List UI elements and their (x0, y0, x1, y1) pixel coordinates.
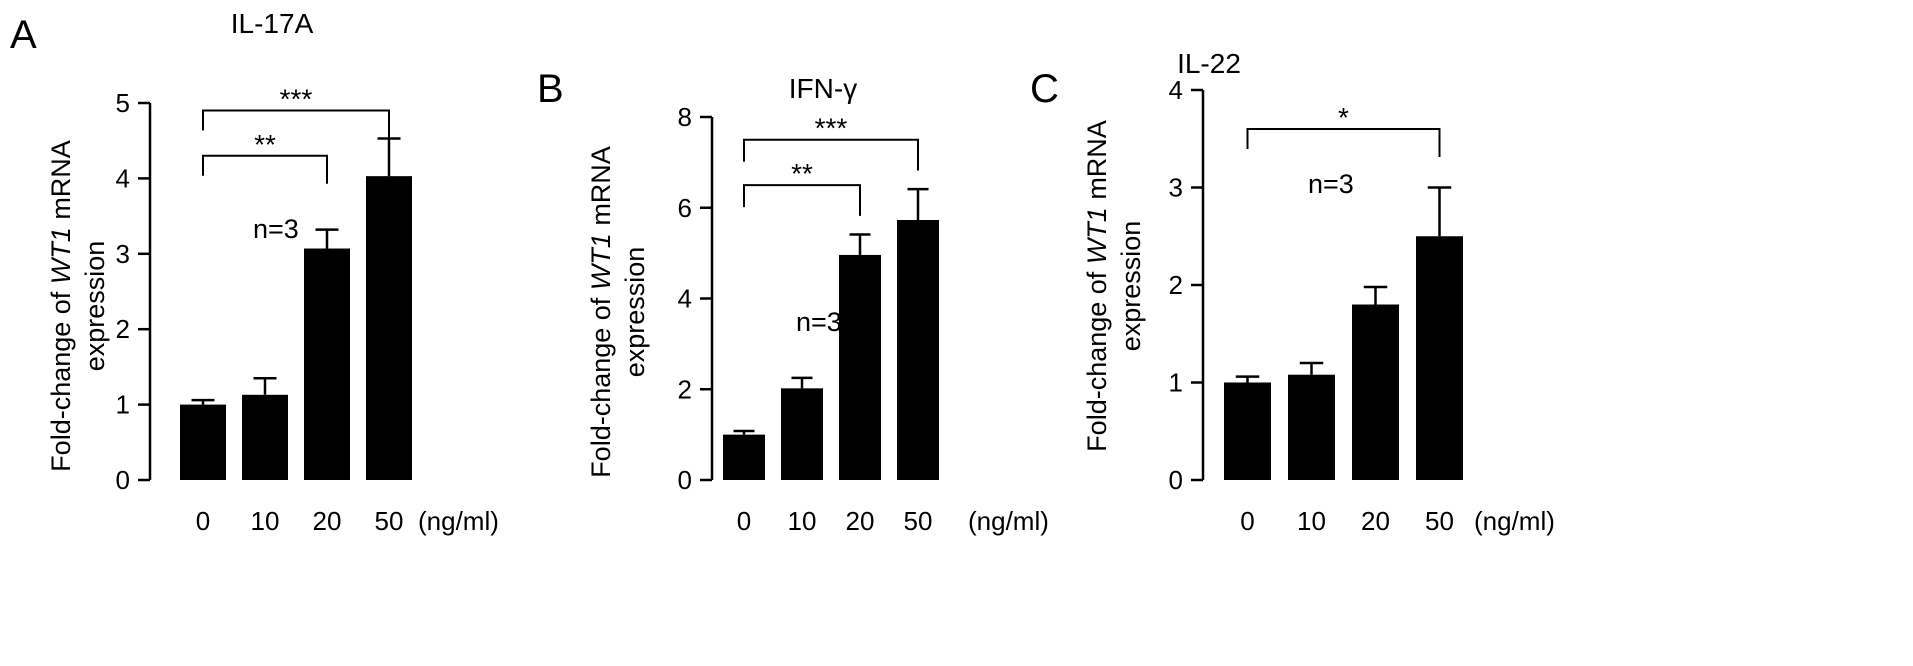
significance-bracket (1246, 128, 1441, 157)
chart-title: IFN-γ (789, 73, 857, 104)
significance-bracket (743, 138, 919, 171)
bar (1224, 382, 1271, 480)
y-axis-label-line2: expression (620, 247, 650, 378)
bar (897, 220, 939, 480)
y-tick-label: 2 (116, 314, 130, 344)
x-tick-label: 10 (251, 506, 280, 536)
y-tick-label: 5 (116, 88, 130, 118)
x-tick-label: 0 (737, 506, 751, 536)
y-axis-label-part: mRNA (46, 140, 76, 227)
y-tick-label: 0 (1169, 465, 1183, 495)
panel-letter: C (1030, 67, 1059, 111)
sample-size-label: n=3 (1308, 169, 1354, 199)
y-tick-label: 1 (1169, 368, 1183, 398)
y-tick-label: 6 (678, 193, 692, 223)
panel-b: B IFN-γ 0 2 4 6 8 Fold-change of WT1 mRNAexpres… (537, 67, 1049, 536)
significance-label: *** (815, 113, 848, 144)
significance-label: *** (280, 84, 313, 115)
x-tick-label: 20 (1361, 506, 1390, 536)
x-tick-label: 50 (1425, 506, 1454, 536)
sample-size-label: n=3 (253, 214, 299, 244)
y-tick-label: 4 (116, 163, 130, 193)
y-tick-label: 3 (116, 239, 130, 269)
y-tick-label: 1 (116, 390, 130, 420)
bar (781, 388, 823, 480)
significance-label: ** (254, 129, 276, 160)
y-tick-label: 2 (678, 374, 692, 404)
bar (1416, 236, 1463, 480)
bar (304, 248, 350, 480)
x-unit-label: (ng/ml) (968, 506, 1049, 536)
chart-title: IL-17A (231, 8, 314, 39)
y-axis-label: Fold-change of WT1 mRNAexpression (586, 146, 650, 478)
x-tick-label: 10 (1297, 506, 1326, 536)
y-axis-label-gene: WT1 (46, 227, 76, 284)
bar (180, 404, 226, 480)
x-tick-label: 20 (313, 506, 342, 536)
y-tick-label: 4 (1169, 75, 1183, 105)
y-tick-label: 4 (678, 284, 692, 314)
bar (839, 254, 881, 480)
x-tick-label: 50 (375, 506, 404, 536)
y-axis-label-line2: expression (80, 241, 110, 372)
panel-letter: A (10, 13, 37, 57)
y-tick-label: 8 (678, 102, 692, 132)
y-axis-label: Fold-change of WT1 mRNAexpression (1082, 120, 1146, 452)
chart-title: IL-22 (1177, 48, 1241, 79)
bar (1352, 304, 1399, 480)
x-tick-label: 0 (196, 506, 210, 536)
significance-label: * (1338, 102, 1349, 133)
y-tick-label: 0 (116, 465, 130, 495)
significance-bracket (202, 109, 390, 139)
x-tick-label: 50 (904, 506, 933, 536)
x-tick-label: 10 (788, 506, 817, 536)
y-tick-label: 2 (1169, 270, 1183, 300)
bar (723, 434, 765, 480)
bar (366, 176, 412, 480)
significance-label: ** (791, 158, 813, 189)
y-axis-label-part: Fold-change of (586, 290, 616, 478)
y-axis-label-part: Fold-change of (1082, 264, 1112, 452)
y-axis-label: Fold-change of WT1 mRNAexpression (46, 140, 110, 472)
y-axis-label-gene: WT1 (586, 233, 616, 290)
panel-c: C IL-22 0 1 2 3 4 Fold-change of WT1 mRNAexpres… (1030, 48, 1555, 536)
x-tick-label: 20 (846, 506, 875, 536)
y-axis-label-line2: expression (1116, 221, 1146, 352)
y-axis-label-part: Fold-change of (46, 284, 76, 472)
bar (1288, 374, 1335, 480)
significance-bracket (202, 154, 328, 184)
x-unit-label: (ng/ml) (1474, 506, 1555, 536)
y-axis-label-part: mRNA (1082, 120, 1112, 207)
x-tick-label: 0 (1240, 506, 1254, 536)
x-unit-label: (ng/ml) (418, 506, 499, 536)
y-axis-label-gene: WT1 (1082, 207, 1112, 264)
significance-bracket (743, 184, 861, 216)
panel-letter: B (537, 67, 564, 111)
bar (242, 394, 288, 480)
y-tick-label: 0 (678, 465, 692, 495)
y-axis-label-part: mRNA (586, 146, 616, 233)
sample-size-label: n=3 (796, 307, 842, 337)
y-tick-label: 3 (1169, 173, 1183, 203)
